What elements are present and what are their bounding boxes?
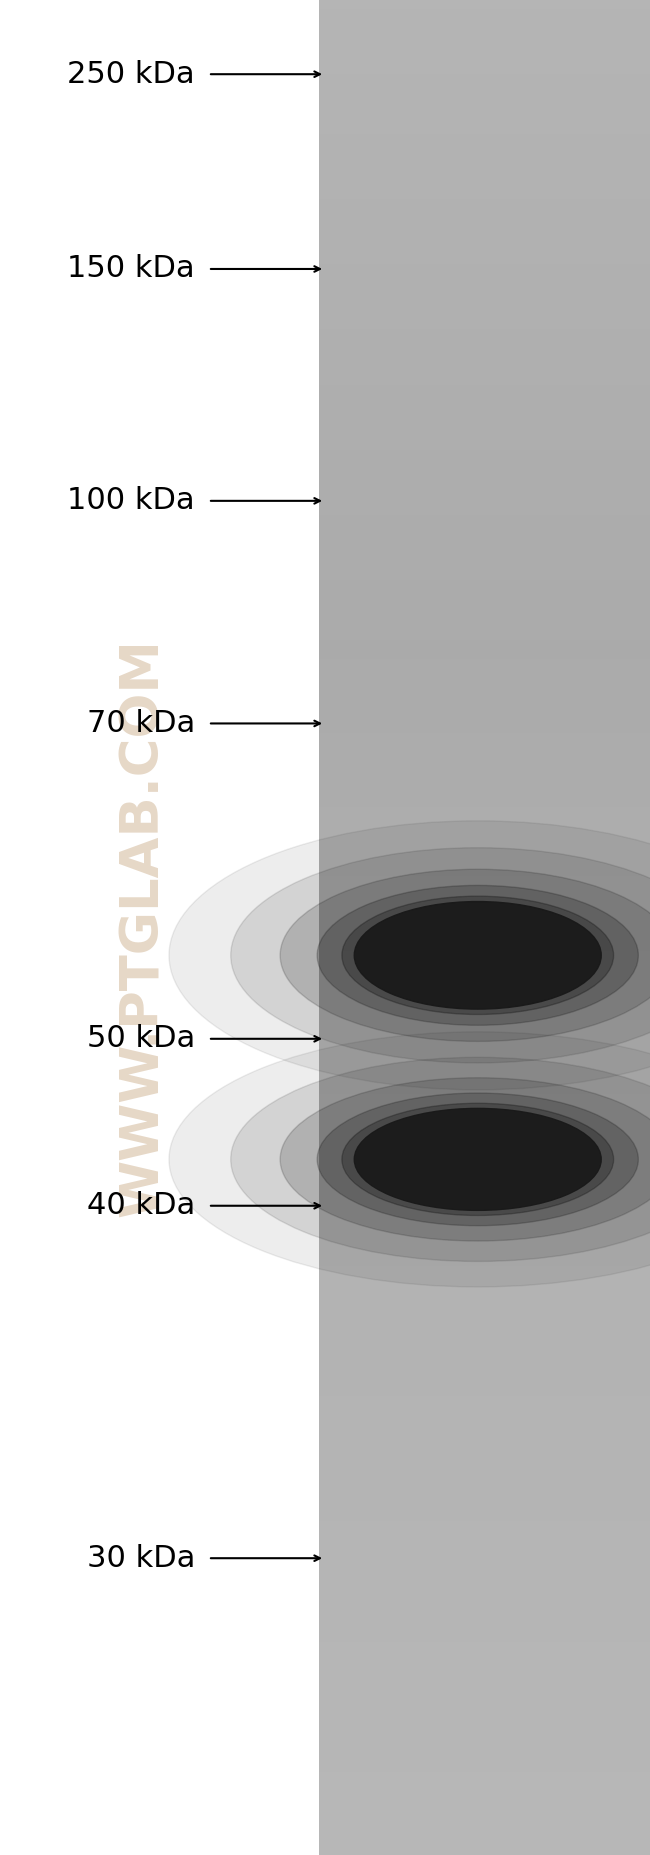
Ellipse shape — [342, 896, 614, 1015]
Text: 50 kDa: 50 kDa — [86, 1024, 195, 1054]
Text: 100 kDa: 100 kDa — [68, 486, 195, 516]
Ellipse shape — [354, 1107, 601, 1209]
Ellipse shape — [231, 848, 650, 1063]
Ellipse shape — [342, 1104, 614, 1215]
Text: 30 kDa: 30 kDa — [86, 1543, 195, 1573]
Text: 40 kDa: 40 kDa — [86, 1191, 195, 1221]
Ellipse shape — [280, 1078, 650, 1241]
Text: WWW.PTGLAB.COM: WWW.PTGLAB.COM — [117, 638, 169, 1217]
Ellipse shape — [169, 820, 650, 1091]
Ellipse shape — [354, 902, 601, 1009]
Ellipse shape — [280, 870, 650, 1041]
Text: 150 kDa: 150 kDa — [68, 254, 195, 284]
Ellipse shape — [317, 885, 638, 1026]
Ellipse shape — [317, 1093, 638, 1226]
Ellipse shape — [169, 1031, 650, 1287]
Ellipse shape — [231, 1057, 650, 1261]
Text: 250 kDa: 250 kDa — [68, 59, 195, 89]
Text: 70 kDa: 70 kDa — [86, 709, 195, 738]
